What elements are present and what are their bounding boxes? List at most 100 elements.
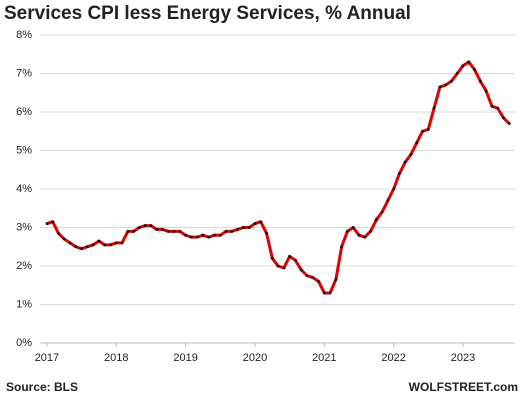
point bbox=[461, 64, 465, 68]
point bbox=[120, 241, 124, 245]
x-tick-label: 2021 bbox=[312, 352, 336, 364]
point bbox=[236, 228, 240, 231]
point bbox=[62, 237, 66, 241]
point bbox=[74, 245, 78, 249]
point bbox=[143, 224, 147, 227]
point bbox=[496, 106, 500, 110]
point bbox=[230, 229, 234, 233]
point bbox=[340, 245, 344, 249]
x-tick-label: 2018 bbox=[104, 352, 128, 364]
point bbox=[357, 233, 361, 237]
y-tick-label: 7% bbox=[16, 67, 32, 79]
point bbox=[178, 229, 182, 233]
point bbox=[109, 243, 112, 247]
point bbox=[265, 231, 268, 235]
chart-title: Services CPI less Energy Services, % Ann… bbox=[4, 3, 411, 24]
point bbox=[80, 247, 84, 251]
point bbox=[490, 104, 494, 108]
point bbox=[161, 228, 164, 231]
point bbox=[97, 239, 101, 243]
point bbox=[317, 280, 320, 283]
point bbox=[276, 264, 280, 268]
point bbox=[137, 226, 141, 229]
line bbox=[46, 60, 511, 295]
point bbox=[415, 141, 419, 145]
point bbox=[374, 218, 378, 222]
point bbox=[322, 291, 326, 295]
point bbox=[282, 266, 286, 270]
point bbox=[132, 229, 136, 233]
point bbox=[392, 187, 396, 191]
point bbox=[467, 60, 471, 64]
x-tick-label: 2020 bbox=[243, 352, 267, 364]
point bbox=[241, 226, 245, 229]
point bbox=[455, 72, 459, 75]
point bbox=[189, 235, 193, 239]
point bbox=[369, 229, 372, 233]
point bbox=[363, 235, 367, 239]
source: Source: BLS bbox=[6, 380, 78, 394]
point bbox=[507, 122, 511, 125]
point bbox=[270, 256, 274, 260]
point bbox=[247, 226, 251, 229]
point bbox=[403, 160, 407, 164]
point bbox=[184, 233, 188, 237]
point bbox=[172, 229, 176, 233]
point bbox=[68, 241, 72, 245]
point bbox=[201, 233, 205, 237]
y-tick-label: 1% bbox=[16, 298, 32, 310]
x-tick-label: 2022 bbox=[381, 352, 405, 364]
y-tick-label: 3% bbox=[16, 221, 32, 233]
point bbox=[253, 222, 257, 226]
point bbox=[380, 210, 384, 214]
y-tick-label: 6% bbox=[16, 106, 32, 118]
point bbox=[259, 220, 263, 224]
point bbox=[334, 278, 338, 281]
point bbox=[305, 274, 309, 278]
point bbox=[438, 85, 442, 89]
point bbox=[224, 229, 228, 233]
point bbox=[478, 79, 482, 83]
point bbox=[103, 243, 107, 247]
point bbox=[91, 243, 95, 247]
point bbox=[426, 127, 430, 131]
point bbox=[450, 79, 453, 83]
point bbox=[85, 245, 89, 249]
point bbox=[386, 199, 390, 202]
point bbox=[328, 291, 332, 295]
point bbox=[45, 222, 49, 226]
point bbox=[51, 220, 55, 224]
point bbox=[311, 276, 315, 279]
point bbox=[484, 89, 488, 93]
point bbox=[432, 106, 436, 110]
point bbox=[473, 68, 476, 72]
y-tick-label: 8% bbox=[16, 29, 32, 41]
point bbox=[409, 152, 413, 156]
y-tick-label: 5% bbox=[16, 144, 32, 156]
point bbox=[195, 235, 199, 239]
x-tick-label: 2019 bbox=[173, 352, 197, 364]
point bbox=[155, 228, 159, 231]
point bbox=[444, 83, 448, 87]
point bbox=[126, 229, 130, 233]
point bbox=[218, 233, 222, 237]
y-tick-label: 2% bbox=[16, 260, 32, 272]
point bbox=[345, 229, 349, 233]
point bbox=[213, 233, 216, 237]
x-tick-label: 2017 bbox=[35, 352, 59, 364]
y-tick-label: 0% bbox=[16, 337, 32, 349]
point bbox=[166, 229, 170, 233]
point bbox=[149, 224, 153, 227]
point bbox=[421, 129, 424, 133]
credit: WOLFSTREET.com bbox=[409, 380, 518, 394]
point bbox=[351, 226, 355, 229]
point bbox=[288, 254, 292, 258]
point bbox=[57, 231, 60, 235]
x-tick-label: 2023 bbox=[451, 352, 475, 364]
point bbox=[398, 172, 401, 176]
point bbox=[502, 116, 505, 120]
point bbox=[299, 268, 303, 272]
point bbox=[207, 235, 211, 239]
point bbox=[293, 258, 297, 262]
